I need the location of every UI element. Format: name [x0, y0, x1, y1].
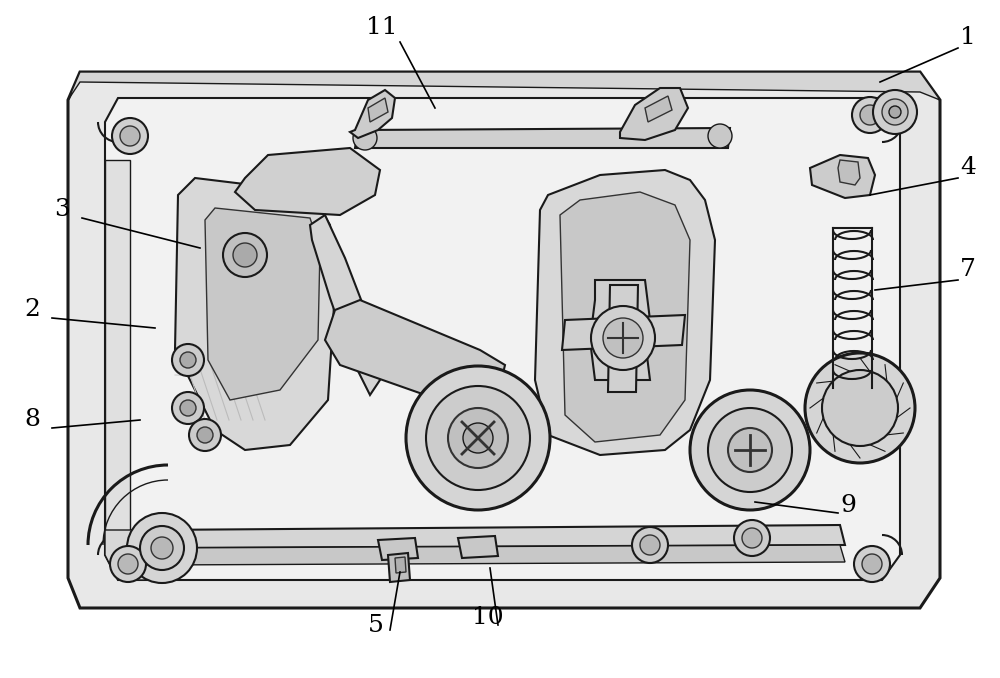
Circle shape [708, 408, 792, 492]
Circle shape [120, 126, 140, 146]
Circle shape [223, 233, 267, 277]
Text: 5: 5 [368, 614, 384, 637]
Text: 8: 8 [24, 409, 40, 431]
Circle shape [728, 428, 772, 472]
Circle shape [426, 386, 530, 490]
Polygon shape [458, 536, 498, 558]
Circle shape [852, 97, 888, 133]
Circle shape [882, 99, 908, 125]
Polygon shape [105, 530, 155, 580]
Circle shape [151, 537, 173, 559]
Text: 7: 7 [960, 258, 976, 281]
Circle shape [353, 126, 377, 150]
Circle shape [197, 427, 213, 443]
Polygon shape [590, 280, 650, 380]
Circle shape [233, 243, 257, 267]
Polygon shape [355, 128, 730, 148]
Polygon shape [562, 315, 685, 350]
Circle shape [112, 118, 148, 154]
Circle shape [873, 90, 917, 134]
Circle shape [172, 344, 204, 376]
Circle shape [889, 106, 901, 118]
Polygon shape [175, 178, 335, 450]
Circle shape [118, 554, 138, 574]
Circle shape [591, 306, 655, 370]
Polygon shape [235, 148, 380, 215]
Polygon shape [68, 72, 940, 608]
Circle shape [632, 527, 668, 563]
Text: 4: 4 [960, 157, 976, 180]
Circle shape [127, 513, 197, 583]
Polygon shape [608, 285, 638, 392]
Polygon shape [325, 300, 505, 410]
Text: 3: 3 [54, 199, 70, 222]
Circle shape [110, 546, 146, 582]
Polygon shape [388, 553, 410, 582]
Circle shape [708, 124, 732, 148]
Circle shape [140, 526, 184, 570]
Circle shape [805, 353, 915, 463]
Circle shape [463, 423, 493, 453]
Polygon shape [838, 160, 860, 185]
Polygon shape [645, 96, 672, 122]
Circle shape [180, 400, 196, 416]
Polygon shape [810, 155, 875, 198]
Circle shape [822, 370, 898, 446]
Polygon shape [395, 557, 406, 573]
Circle shape [406, 366, 550, 510]
Polygon shape [105, 160, 130, 540]
Circle shape [448, 408, 508, 468]
Polygon shape [68, 72, 940, 100]
Circle shape [742, 528, 762, 548]
Circle shape [603, 318, 643, 358]
Text: 11: 11 [366, 16, 398, 39]
Polygon shape [205, 208, 320, 400]
Circle shape [860, 105, 880, 125]
Polygon shape [105, 98, 900, 580]
Polygon shape [310, 215, 380, 395]
Polygon shape [620, 88, 688, 140]
Text: 9: 9 [840, 494, 856, 517]
Circle shape [180, 352, 196, 368]
Circle shape [189, 419, 221, 451]
Polygon shape [378, 538, 418, 560]
Circle shape [734, 520, 770, 556]
Polygon shape [560, 192, 690, 442]
Polygon shape [535, 170, 715, 455]
Circle shape [862, 554, 882, 574]
Polygon shape [148, 525, 845, 548]
Text: 10: 10 [472, 607, 504, 629]
Circle shape [640, 535, 660, 555]
Text: 1: 1 [960, 26, 976, 49]
Polygon shape [350, 90, 395, 138]
Circle shape [172, 392, 204, 424]
Text: 2: 2 [24, 298, 40, 321]
Circle shape [854, 546, 890, 582]
Circle shape [690, 390, 810, 510]
Polygon shape [368, 98, 388, 122]
Polygon shape [148, 545, 845, 565]
